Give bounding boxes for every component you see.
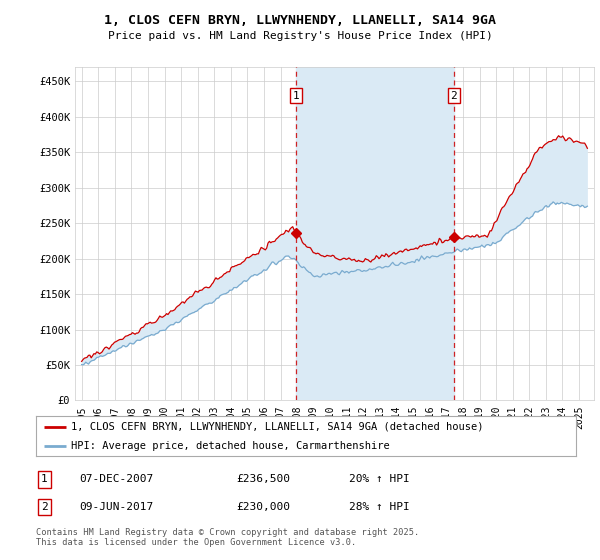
Text: 09-JUN-2017: 09-JUN-2017: [79, 502, 154, 512]
Text: 1, CLOS CEFN BRYN, LLWYNHENDY, LLANELLI, SA14 9GA (detached house): 1, CLOS CEFN BRYN, LLWYNHENDY, LLANELLI,…: [71, 422, 484, 432]
Text: 1: 1: [41, 474, 47, 484]
Text: 20% ↑ HPI: 20% ↑ HPI: [349, 474, 410, 484]
Text: 2: 2: [41, 502, 47, 512]
Text: £236,500: £236,500: [236, 474, 290, 484]
Text: 1, CLOS CEFN BRYN, LLWYNHENDY, LLANELLI, SA14 9GA: 1, CLOS CEFN BRYN, LLWYNHENDY, LLANELLI,…: [104, 14, 496, 27]
Text: 28% ↑ HPI: 28% ↑ HPI: [349, 502, 410, 512]
Bar: [296, 67, 454, 400]
Text: HPI: Average price, detached house, Carmarthenshire: HPI: Average price, detached house, Carm…: [71, 441, 390, 450]
Text: 1: 1: [292, 91, 299, 101]
Text: 2: 2: [451, 91, 457, 101]
Text: Price paid vs. HM Land Registry's House Price Index (HPI): Price paid vs. HM Land Registry's House …: [107, 31, 493, 41]
Text: 07-DEC-2007: 07-DEC-2007: [79, 474, 154, 484]
Text: £230,000: £230,000: [236, 502, 290, 512]
Text: Contains HM Land Registry data © Crown copyright and database right 2025.
This d: Contains HM Land Registry data © Crown c…: [36, 528, 419, 547]
